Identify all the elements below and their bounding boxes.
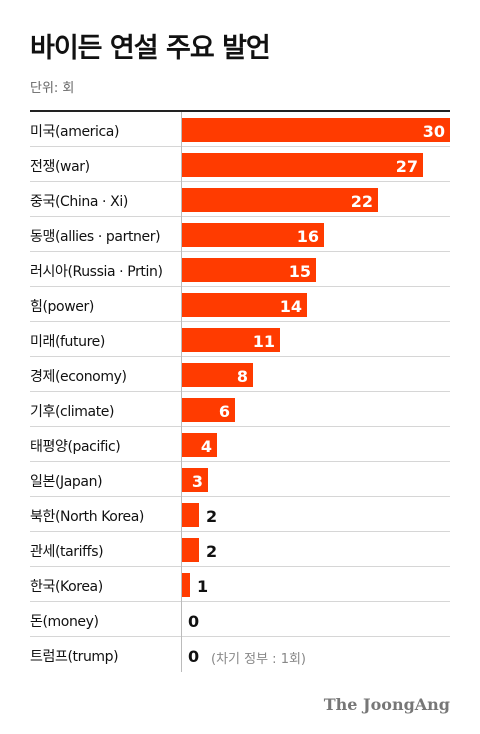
top-rule (30, 110, 450, 112)
bar-row: 돈(money) 0 (30, 602, 450, 637)
bar (181, 538, 199, 562)
bar (181, 398, 235, 422)
category-label: 러시아(Russia · Prtin) (30, 264, 163, 280)
row-divider (30, 356, 450, 357)
bar-row: 미국(america) 30 (30, 112, 450, 147)
category-label: 트럼프(trump) (30, 649, 119, 665)
bar-row: 한국(Korea) 1 (30, 567, 450, 602)
row-divider (30, 601, 450, 602)
value-label: 16 (296, 227, 319, 246)
category-label: 한국(Korea) (30, 579, 103, 595)
row-divider (30, 216, 450, 217)
bar (181, 258, 316, 282)
value-label: 22 (350, 192, 373, 211)
bar (181, 573, 190, 597)
value-label: 27 (395, 157, 418, 176)
bar (181, 433, 217, 457)
bar-row: 일본(Japan) 3 (30, 462, 450, 497)
value-label: 6 (218, 402, 230, 421)
row-divider (30, 321, 450, 322)
bar (181, 293, 307, 317)
category-label: 미래(future) (30, 334, 105, 350)
row-divider (30, 146, 450, 147)
bar-row: 미래(future) 11 (30, 322, 450, 357)
bar (181, 503, 199, 527)
row-divider (30, 496, 450, 497)
category-label: 경제(economy) (30, 369, 127, 385)
row-divider (30, 636, 450, 637)
bar (181, 363, 253, 387)
unit-label: 단위: 회 (30, 81, 75, 96)
value-label: 3 (191, 472, 203, 491)
category-label: 미국(america) (30, 124, 120, 140)
row-divider (30, 181, 450, 182)
bar (181, 328, 280, 352)
row-divider (30, 426, 450, 427)
bar-row: 러시아(Russia · Prtin) 15 (30, 252, 450, 287)
row-divider (30, 531, 450, 532)
category-label: 일본(Japan) (30, 474, 103, 490)
bar-row: 동맹(allies · partner) 16 (30, 217, 450, 252)
row-divider (30, 461, 450, 462)
bar-row: 경제(economy) 8 (30, 357, 450, 392)
value-label: 2 (206, 542, 218, 561)
bar-row: 트럼프(trump) 0 (차기 정부 : 1회) (30, 637, 450, 672)
value-label: 15 (288, 262, 311, 281)
bar-row: 힘(power) 14 (30, 287, 450, 322)
category-label: 관세(tariffs) (30, 544, 104, 560)
value-label: 30 (422, 122, 445, 141)
row-divider (30, 391, 450, 392)
bar (181, 468, 208, 492)
category-label: 동맹(allies · partner) (30, 229, 161, 245)
bar-row: 중국(China · Xi) 22 (30, 182, 450, 217)
category-label: 힘(power) (30, 299, 94, 315)
row-divider (30, 566, 450, 567)
category-label: 태평양(pacific) (30, 439, 121, 455)
page-title: 바이든 연설 주요 발언 (30, 33, 271, 64)
category-label: 전쟁(war) (30, 159, 90, 175)
category-label: 북한(North Korea) (30, 509, 144, 525)
bar-row: 관세(tariffs) 2 (30, 532, 450, 567)
bar-row: 전쟁(war) 27 (30, 147, 450, 182)
value-label: 14 (279, 297, 302, 316)
value-label: 8 (236, 367, 248, 386)
category-label: 기후(climate) (30, 404, 115, 420)
bar-row: 기후(climate) 6 (30, 392, 450, 427)
bar (181, 118, 450, 142)
value-label: 0 (188, 647, 200, 666)
baseline-axis (181, 112, 182, 672)
category-label: 돈(money) (30, 614, 99, 630)
value-label: 4 (200, 437, 212, 456)
bar (181, 188, 378, 212)
row-divider (30, 286, 450, 287)
bar-row: 북한(North Korea) 2 (30, 497, 450, 532)
brand-logo: The JoongAng (323, 695, 450, 714)
annotation-note: (차기 정부 : 1회) (211, 652, 306, 667)
category-label: 중국(China · Xi) (30, 194, 128, 210)
row-divider (30, 251, 450, 252)
value-label: 0 (188, 612, 200, 631)
value-label: 2 (206, 507, 218, 526)
bar (181, 153, 423, 177)
value-label: 11 (252, 332, 275, 351)
bar-row: 태평양(pacific) 4 (30, 427, 450, 462)
value-label: 1 (197, 577, 209, 596)
bar (181, 223, 324, 247)
